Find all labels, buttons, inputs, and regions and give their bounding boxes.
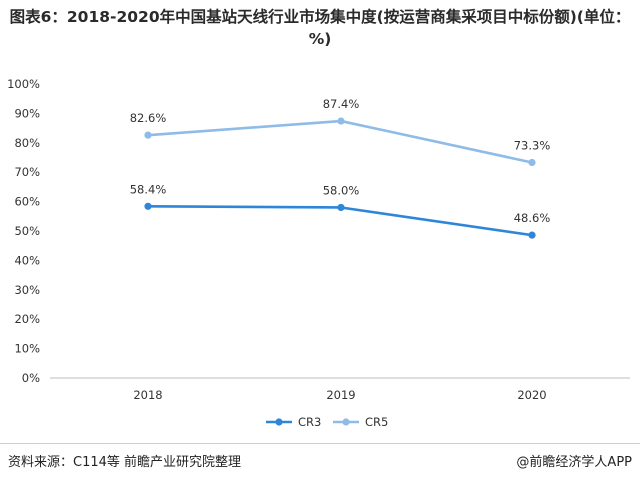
- legend-label-cr5: CR5: [365, 415, 388, 429]
- y-tick-label: 90%: [14, 106, 40, 120]
- x-tick-label: 2018: [133, 388, 162, 402]
- source-note: 资料来源：C114等 前瞻产业研究院整理: [8, 455, 242, 470]
- data-point-cr5: [528, 158, 536, 167]
- y-tick-label: 10%: [14, 342, 40, 356]
- legend: CR3 CR5: [266, 415, 388, 429]
- data-label-cr3: 48.6%: [514, 211, 551, 225]
- legend-marker-cr5: [342, 418, 350, 426]
- y-tick-label: 20%: [14, 312, 40, 326]
- y-tick-label: 40%: [14, 253, 40, 267]
- y-tick-label: 0%: [22, 371, 40, 385]
- footer-divider: [0, 443, 640, 444]
- brand-credit: @前瞻经济学人APP: [516, 455, 632, 470]
- x-tick-label: 2020: [517, 388, 546, 402]
- y-tick-label: 50%: [14, 224, 40, 238]
- data-label-cr5: 73.3%: [514, 138, 551, 152]
- y-tick-label: 70%: [14, 165, 40, 179]
- series-layer: [144, 117, 536, 239]
- y-tick-label: 30%: [14, 283, 40, 297]
- data-label-cr5: 82.6%: [130, 111, 167, 125]
- y-tick-label: 80%: [14, 136, 40, 150]
- legend-marker-cr3: [275, 418, 283, 426]
- data-point-cr3: [144, 202, 152, 210]
- x-tick-label: 2019: [326, 388, 355, 402]
- y-tick-label: 100%: [7, 77, 40, 91]
- axis-layer: 0% 10% 20% 30% 40% 50% 60% 70% 80% 90% 100% 2018 201…: [7, 77, 630, 402]
- series-line-cr5: [147, 119, 533, 164]
- data-point-cr3: [337, 203, 345, 212]
- data-point-cr5: [144, 131, 152, 139]
- data-label-layer: 58.4% 58.0% 48.6% 82.6% 87.4% 73.3%: [130, 97, 551, 225]
- data-label-cr5: 87.4%: [323, 97, 360, 111]
- data-point-cr5: [337, 117, 345, 125]
- data-label-cr3: 58.4%: [130, 182, 167, 196]
- y-tick-label: 60%: [14, 195, 40, 209]
- chart-title: 图表6：2018-2020年中国基站天线行业市场集中度(按运营商集采项目中标份额…: [9, 8, 631, 48]
- legend-label-cr3: CR3: [298, 415, 321, 429]
- data-point-cr3: [528, 231, 536, 239]
- data-label-cr3: 58.0%: [323, 183, 360, 197]
